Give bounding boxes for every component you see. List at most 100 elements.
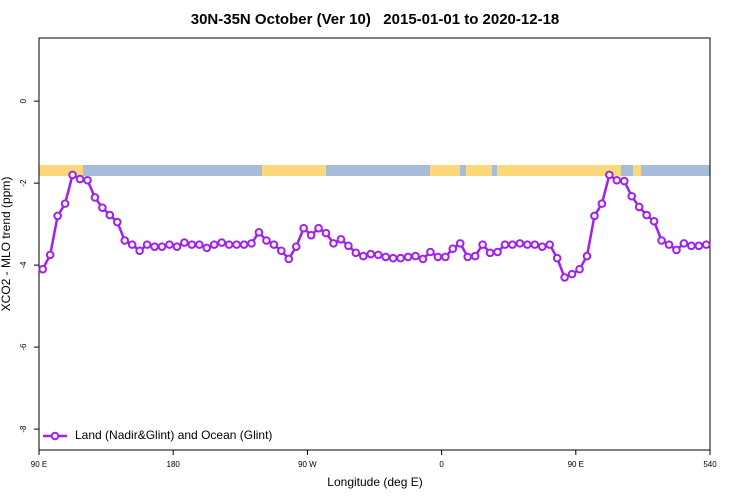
point (455, 239, 465, 248)
y-axis-label: XCO2 - MLO trend (ppm) (0, 177, 13, 312)
point (165, 240, 174, 249)
x-tick-label: 90 E (568, 460, 584, 469)
point (470, 251, 480, 261)
point (381, 252, 390, 262)
point (135, 246, 144, 256)
point (194, 240, 204, 249)
y-tick-label: -4 (19, 261, 28, 269)
point (619, 176, 629, 186)
point (388, 253, 398, 263)
point (83, 175, 92, 185)
point (373, 250, 383, 260)
point (217, 238, 226, 247)
point (60, 199, 70, 208)
point (142, 240, 152, 249)
point (299, 223, 308, 233)
point (687, 241, 696, 251)
point (649, 216, 659, 226)
point (262, 236, 271, 245)
point (90, 193, 100, 202)
point (426, 247, 435, 257)
point (45, 250, 55, 260)
point (493, 247, 502, 257)
point (530, 240, 540, 249)
legend-marker (50, 431, 60, 441)
ocean-strip (39, 165, 710, 176)
x-axis-label: Longitude (deg E) (327, 475, 422, 489)
y-tick-label: 0 (19, 98, 28, 103)
point (612, 175, 622, 185)
point (448, 244, 458, 254)
point (224, 240, 234, 249)
land-mask (39, 165, 710, 176)
legend-label: Land (Nadir&Glint) and Ocean (Glint) (75, 428, 272, 442)
x-tick-label: 0 (439, 460, 444, 469)
x-tick-label: 90 E (31, 460, 47, 469)
point (597, 199, 607, 208)
point (269, 240, 279, 249)
y-tick-label: -6 (19, 343, 28, 351)
point (523, 240, 532, 249)
point (366, 249, 376, 259)
point (418, 254, 428, 264)
point (98, 203, 107, 213)
point (284, 254, 294, 264)
point (403, 252, 413, 262)
point (254, 228, 264, 237)
y-tick-label: -8 (19, 425, 28, 433)
point (537, 242, 547, 251)
point (172, 242, 182, 251)
point (247, 239, 256, 248)
point (552, 253, 562, 263)
point (657, 236, 666, 245)
x-tick-label: 540 (703, 460, 717, 469)
point (180, 238, 189, 247)
point (433, 252, 443, 262)
series-line (41, 172, 707, 280)
point (329, 239, 338, 248)
land-region (497, 165, 621, 176)
point (575, 264, 584, 274)
point (232, 240, 241, 249)
x-tick-label: 90 W (298, 460, 317, 469)
point (277, 246, 286, 256)
chart-title: 30N-35N October (Ver 10) 2015-01-01 to 2… (191, 11, 560, 28)
land-region (466, 165, 492, 176)
point (321, 228, 331, 238)
point (672, 245, 681, 255)
point (68, 170, 77, 180)
point (567, 269, 577, 279)
point (627, 191, 637, 201)
point (441, 252, 450, 262)
point (150, 242, 159, 251)
point (157, 242, 167, 251)
point (359, 251, 368, 261)
point (351, 248, 361, 258)
point (202, 243, 212, 253)
point (694, 241, 704, 251)
point (209, 240, 219, 249)
x-tick-label: 180 (167, 460, 181, 469)
land-region (633, 165, 641, 176)
point (642, 210, 651, 220)
point (545, 240, 555, 249)
point (120, 236, 130, 245)
point (634, 202, 644, 212)
point (500, 240, 510, 249)
point (582, 251, 592, 261)
point (664, 240, 674, 249)
point (478, 240, 487, 249)
point (239, 240, 249, 249)
plot-frame (38, 37, 711, 451)
point (411, 251, 420, 261)
point (701, 240, 711, 249)
point (187, 240, 197, 249)
point (344, 241, 353, 251)
point (463, 252, 472, 262)
point (75, 174, 85, 184)
point (590, 211, 599, 221)
point (314, 223, 323, 233)
point (112, 217, 122, 227)
